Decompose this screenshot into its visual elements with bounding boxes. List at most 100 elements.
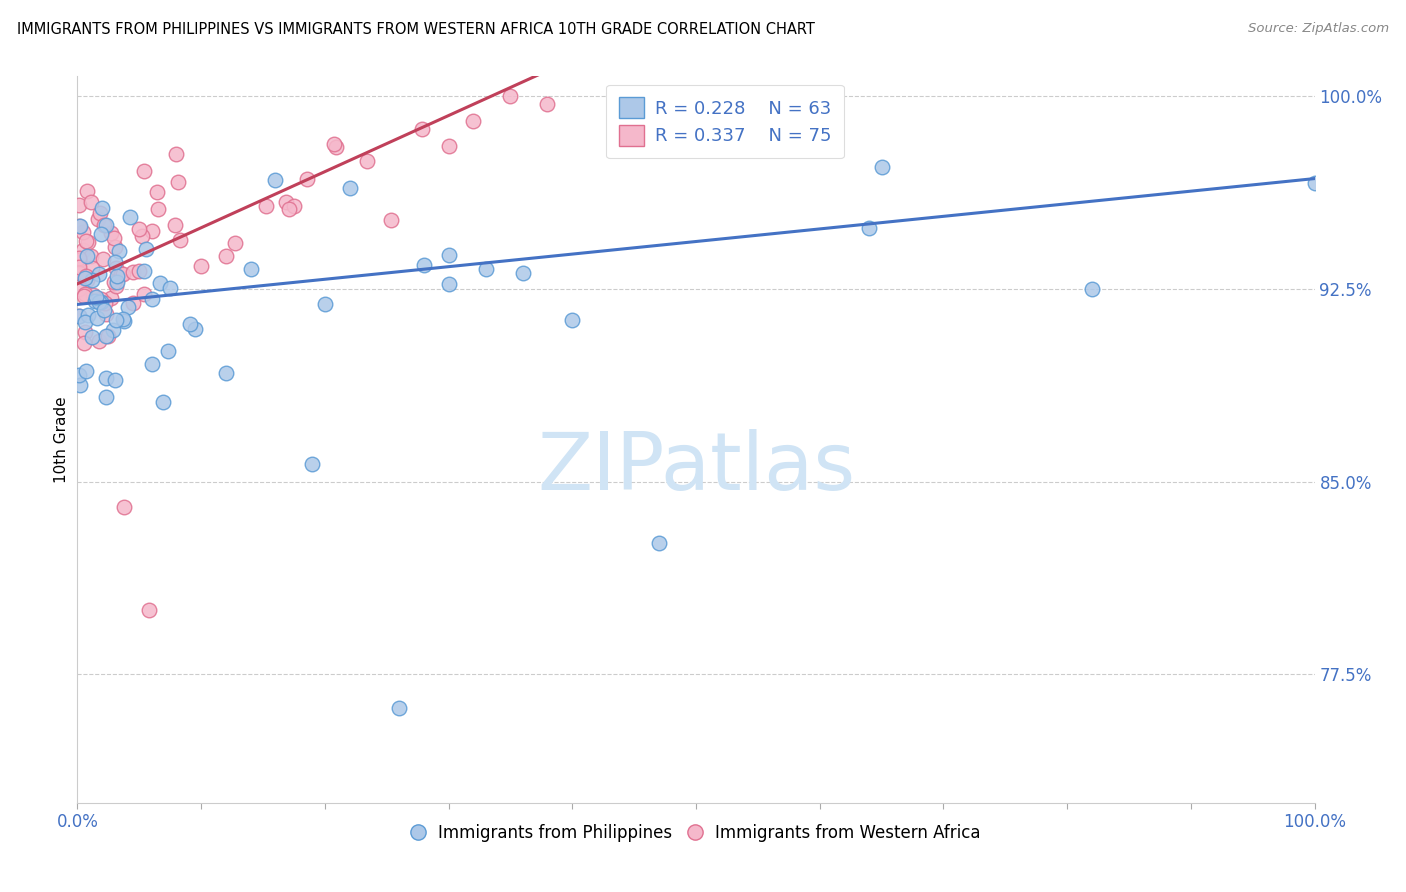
Point: [82, 288, 104, 302]
Point: [146, 185, 169, 199]
Point: [512, 267, 534, 281]
Point: [112, 267, 135, 281]
Point: [67, 368, 90, 382]
Point: [104, 279, 127, 293]
Point: [91, 252, 114, 267]
Point: [84, 290, 107, 304]
Point: [437, 139, 460, 153]
Point: [67, 252, 90, 266]
Point: [67, 260, 90, 274]
Point: [73, 268, 96, 283]
Point: [76, 184, 98, 198]
Point: [76, 308, 98, 322]
Point: [858, 221, 880, 235]
Point: [132, 264, 155, 278]
Point: [82, 272, 104, 286]
Legend: Immigrants from Philippines, Immigrants from Western Africa: Immigrants from Philippines, Immigrants …: [405, 818, 987, 849]
Point: [73, 271, 96, 285]
Point: [152, 394, 174, 409]
Point: [100, 291, 122, 305]
Y-axis label: 10th Grade: 10th Grade: [53, 396, 69, 483]
Point: [76, 273, 98, 287]
Point: [870, 161, 893, 175]
Point: [215, 366, 238, 380]
Point: [97, 329, 120, 343]
Point: [412, 258, 434, 272]
Point: [107, 268, 129, 283]
Point: [110, 267, 132, 281]
Point: [90, 227, 112, 242]
Point: [112, 311, 135, 326]
Point: [104, 240, 127, 254]
Point: [276, 195, 298, 210]
Point: [103, 276, 125, 290]
Point: [76, 235, 98, 249]
Point: [87, 268, 110, 282]
Point: [128, 264, 150, 278]
Point: [1081, 282, 1104, 296]
Point: [159, 281, 181, 295]
Point: [101, 323, 124, 337]
Point: [499, 89, 522, 103]
Point: [118, 211, 141, 225]
Point: [67, 267, 90, 281]
Point: [94, 295, 117, 310]
Point: [67, 253, 90, 268]
Point: [134, 163, 156, 178]
Point: [108, 244, 131, 258]
Point: [149, 277, 172, 291]
Point: [474, 262, 496, 277]
Point: [72, 336, 94, 351]
Point: [322, 136, 344, 151]
Point: [86, 310, 108, 325]
Point: [84, 294, 107, 309]
Point: [122, 296, 145, 310]
Point: [163, 218, 186, 232]
Point: [73, 286, 96, 301]
Point: [295, 172, 318, 186]
Point: [75, 234, 97, 248]
Point: [93, 303, 115, 318]
Point: [104, 373, 127, 387]
Point: [72, 289, 94, 303]
Point: [339, 181, 361, 195]
Point: [148, 202, 170, 216]
Point: [105, 312, 128, 326]
Point: [254, 199, 277, 213]
Point: [67, 219, 90, 233]
Point: [80, 330, 103, 344]
Point: [87, 295, 110, 310]
Point: [128, 222, 150, 236]
Point: [356, 154, 378, 169]
Point: [325, 140, 347, 154]
Text: Source: ZipAtlas.com: Source: ZipAtlas.com: [1249, 22, 1389, 36]
Point: [112, 500, 135, 515]
Point: [69, 310, 91, 324]
Point: [94, 307, 117, 321]
Point: [80, 249, 103, 263]
Point: [1303, 176, 1326, 190]
Point: [75, 363, 97, 377]
Point: [67, 309, 90, 323]
Point: [69, 378, 91, 392]
Point: [156, 343, 179, 358]
Point: [239, 262, 262, 277]
Point: [89, 205, 111, 219]
Point: [132, 287, 155, 301]
Point: [131, 228, 153, 243]
Point: [141, 357, 163, 371]
Point: [278, 202, 301, 216]
Point: [301, 457, 323, 471]
Point: [105, 260, 128, 275]
Point: [411, 121, 433, 136]
Point: [105, 275, 128, 289]
Point: [103, 231, 125, 245]
Point: [69, 219, 91, 233]
Point: [283, 199, 305, 213]
Point: [67, 282, 90, 296]
Point: [169, 233, 191, 247]
Text: ZIPatlas: ZIPatlas: [537, 429, 855, 508]
Point: [437, 248, 460, 262]
Point: [94, 329, 117, 343]
Point: [87, 211, 110, 226]
